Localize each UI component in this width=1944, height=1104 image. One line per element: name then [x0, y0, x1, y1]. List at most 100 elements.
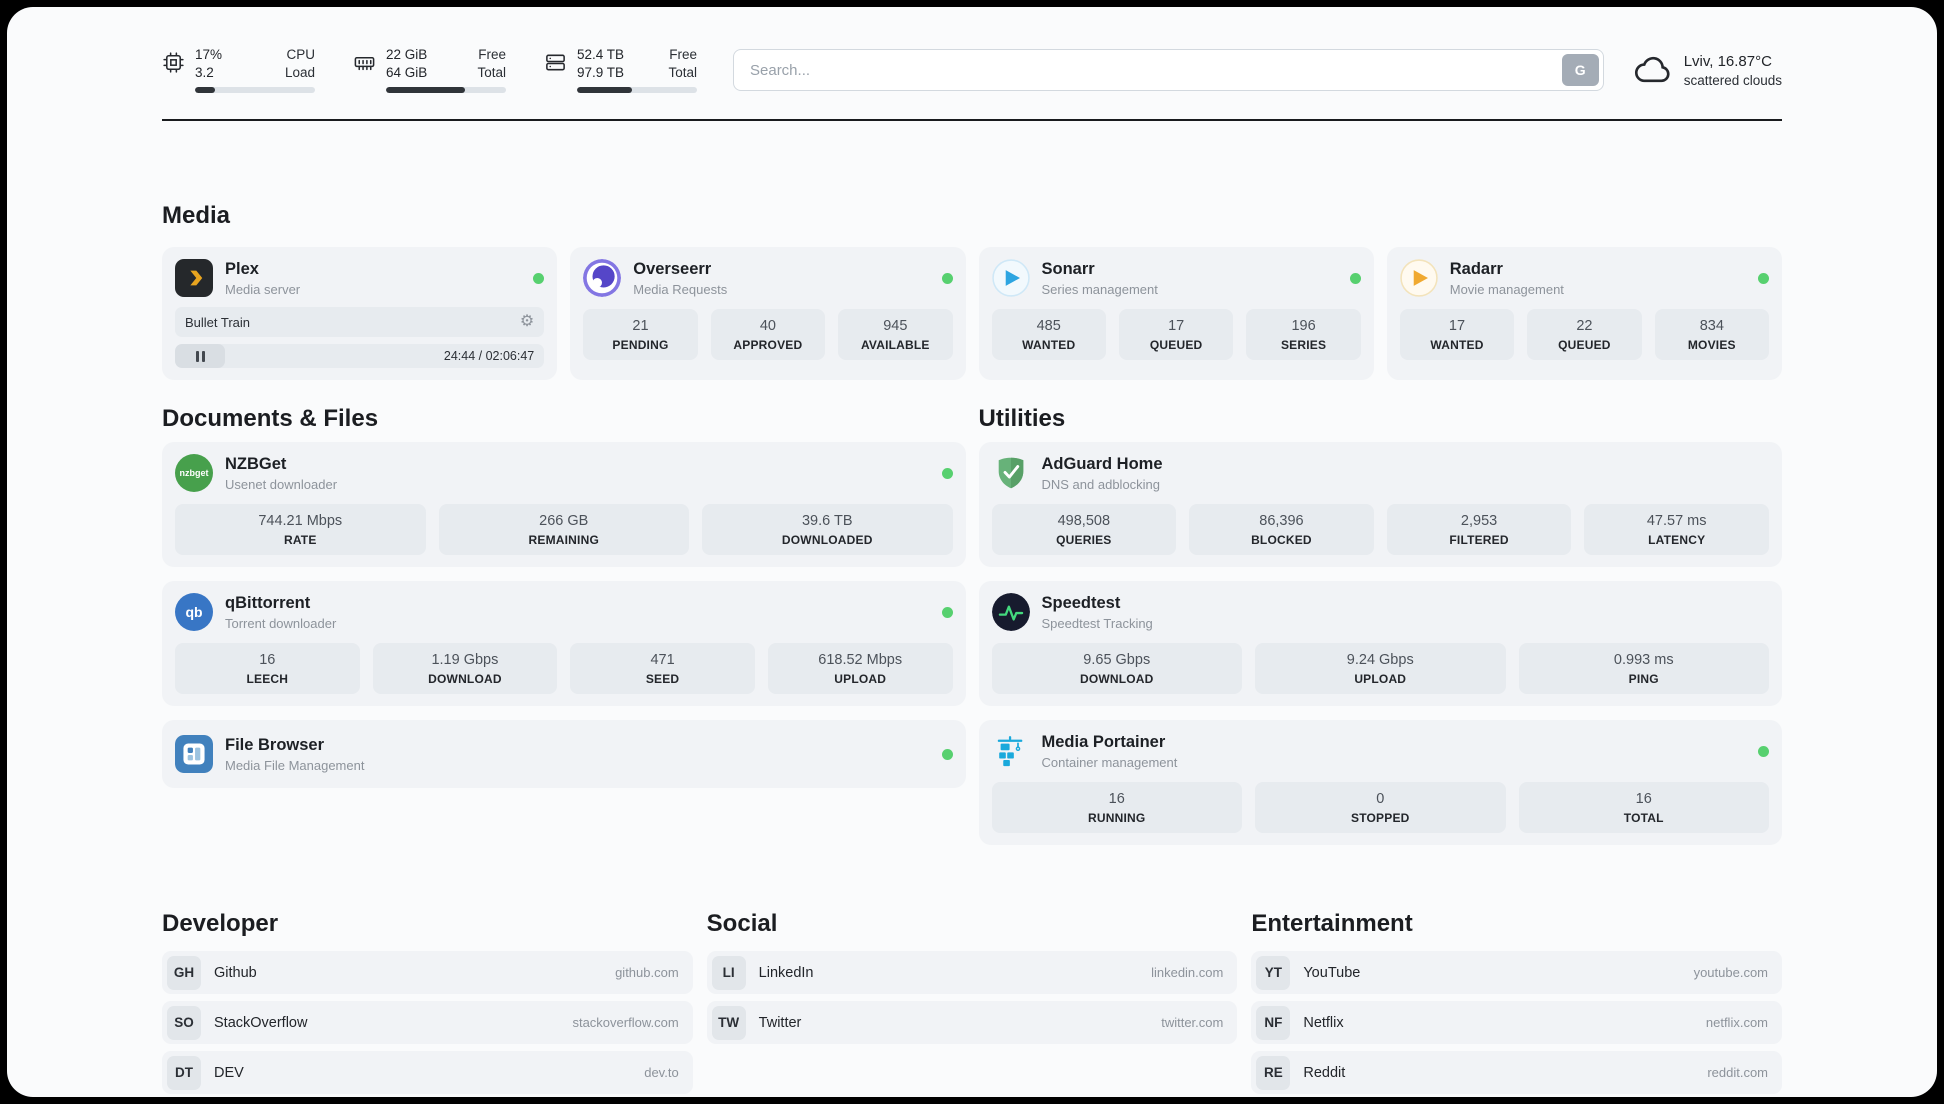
app-name: Speedtest: [1041, 593, 1121, 612]
bookmark-github[interactable]: GH Github github.com: [162, 951, 693, 994]
bookmark-url: twitter.com: [1161, 1015, 1224, 1030]
qbittorrent-logo-text: qb: [185, 604, 203, 620]
bookmark-url: stackoverflow.com: [572, 1015, 679, 1030]
bookmark-url: reddit.com: [1707, 1065, 1769, 1080]
status-dot: [941, 606, 953, 618]
now-playing-title: Bullet Train: [185, 314, 251, 330]
bookmark-stackoverflow[interactable]: SO StackOverflow stackoverflow.com: [162, 1001, 693, 1044]
stat-box: 485 WANTED: [991, 309, 1106, 360]
radarr-card[interactable]: Radarr Movie management 17 WANTED 22 QUE…: [1386, 247, 1782, 380]
status-dot: [941, 748, 953, 760]
stat-box: 86,396 BLOCKED: [1189, 504, 1374, 555]
pause-icon: [195, 350, 199, 362]
filebrowser-card[interactable]: File Browser Media File Management: [162, 720, 966, 788]
bookmark-linkedin[interactable]: LI LinkedIn linkedin.com: [706, 951, 1238, 994]
adguard-card[interactable]: AdGuard Home DNS and adblocking 498,508 …: [978, 442, 1782, 567]
bookmark-youtube[interactable]: YT YouTube youtube.com: [1251, 951, 1783, 994]
bookmark-name: Github: [214, 964, 257, 981]
app-name: Overseerr: [633, 259, 712, 278]
cpu-label: CPU: [286, 47, 315, 62]
sonarr-card[interactable]: Sonarr Series management 485 WANTED 17 Q…: [978, 247, 1374, 380]
top-bar: 17% 3.2 CPU Load: [162, 41, 1782, 99]
player-progress-row[interactable]: 24:44 / 02:06:47: [175, 344, 545, 368]
bookmark-url: youtube.com: [1693, 965, 1769, 980]
stat-box: 9.65 Gbps DOWNLOAD: [991, 643, 1242, 694]
stat-box: 9.24 Gbps UPLOAD: [1255, 643, 1506, 694]
radarr-icon: [1400, 259, 1438, 297]
app-subtitle: DNS and adblocking: [1041, 476, 1161, 492]
stat-value: 17: [1448, 318, 1466, 334]
stat-box: 744.21 Mbps RATE: [175, 504, 426, 555]
memory-icon: [353, 47, 376, 74]
app-name: qBittorrent: [225, 593, 311, 612]
app-name: Sonarr: [1041, 259, 1095, 278]
stat-value: 834: [1699, 318, 1724, 334]
stat-box: 21 PENDING: [583, 309, 698, 360]
weather-location: Lviv, 16.87°C: [1683, 52, 1772, 70]
media-cards-row: Plex Media server Bullet Train ⚙ 24:44 /…: [162, 247, 1782, 380]
entertainment-column: Entertainment YT YouTube youtube.com NF …: [1251, 909, 1783, 1094]
status-dot: [533, 272, 545, 284]
stat-value: 16: [1635, 791, 1652, 807]
section-title-documents: Documents & Files: [162, 405, 379, 432]
stat-box: 945 AVAILABLE: [838, 309, 953, 360]
section-title-media: Media: [162, 202, 231, 229]
search-input[interactable]: [733, 49, 1604, 91]
stat-box: 266 GB REMAINING: [438, 504, 689, 555]
portainer-card[interactable]: Media Portainer Container management 16 …: [978, 720, 1782, 845]
search-engine-button[interactable]: G: [1561, 54, 1599, 86]
stat-label: LATENCY: [1648, 533, 1706, 547]
stat-box: 17 WANTED: [1399, 309, 1515, 360]
section-title-entertainment: Entertainment: [1251, 910, 1413, 937]
memory-progress-bar: [386, 87, 506, 93]
youtube-icon: YT: [1256, 955, 1291, 990]
cpu-icon: [162, 47, 185, 74]
bookmark-url: dev.to: [644, 1065, 679, 1080]
stat-value: 618.52 Mbps: [818, 652, 903, 668]
bookmark-dev[interactable]: DT DEV dev.to: [162, 1051, 693, 1094]
nzbget-card[interactable]: nzbget NZBGet Usenet downloader 744.21 M…: [162, 442, 966, 567]
stat-box: 0 STOPPED: [1255, 782, 1506, 833]
nzbget-logo-text: nzbget: [179, 468, 209, 478]
qbittorrent-icon: qb: [175, 593, 213, 631]
bookmark-reddit[interactable]: RE Reddit reddit.com: [1251, 1051, 1783, 1094]
storage-icon: [544, 47, 567, 74]
bookmark-twitter[interactable]: TW Twitter twitter.com: [706, 1001, 1238, 1044]
memory-progress-fill: [386, 87, 466, 93]
app-subtitle: Media server: [225, 281, 301, 297]
stat-label: TOTAL: [1623, 811, 1664, 825]
bookmark-url: linkedin.com: [1151, 965, 1224, 980]
pause-button[interactable]: [175, 344, 225, 368]
playback-time: 24:44 / 02:06:47: [443, 349, 535, 363]
app-name: Media Portainer: [1041, 732, 1166, 751]
stat-value: 266 GB: [539, 513, 589, 529]
cpu-load-value: 3.2: [195, 65, 214, 80]
memory-total-value: 64 GiB: [386, 65, 428, 80]
stat-value: 485: [1036, 318, 1061, 334]
developer-column: Developer GH Github github.com SO StackO…: [162, 909, 693, 1094]
speedtest-card[interactable]: Speedtest Speedtest Tracking 9.65 Gbps D…: [978, 581, 1782, 706]
plex-card[interactable]: Plex Media server Bullet Train ⚙ 24:44 /…: [162, 247, 558, 380]
weather-condition: scattered clouds: [1683, 72, 1782, 88]
content: 17% 3.2 CPU Load: [162, 7, 1783, 1094]
qbittorrent-card[interactable]: qb qBittorrent Torrent downloader 16 LEE…: [162, 581, 966, 706]
now-playing-row: Bullet Train ⚙: [175, 307, 545, 337]
stat-value: 21: [632, 318, 649, 334]
documents-column: Documents & Files nzbget NZBGet Usenet d…: [162, 404, 966, 845]
memory-total-label: Total: [477, 65, 506, 80]
stat-value: 9.65 Gbps: [1083, 652, 1151, 668]
plex-icon: [175, 259, 213, 297]
bookmark-name: Twitter: [758, 1014, 802, 1031]
bookmark-netflix[interactable]: NF Netflix netflix.com: [1251, 1001, 1783, 1044]
stat-label: MOVIES: [1687, 338, 1736, 352]
cpu-value: 17%: [195, 47, 223, 62]
overseerr-card[interactable]: Overseerr Media Requests 21 PENDING 40 A…: [570, 247, 966, 380]
social-column: Social LI LinkedIn linkedin.com TW Twitt…: [706, 909, 1238, 1094]
stat-value: 0.993 ms: [1613, 652, 1674, 668]
bookmark-name: Reddit: [1303, 1064, 1346, 1081]
cpu-stat: 17% 3.2 CPU Load: [162, 47, 315, 93]
pause-icon: [201, 350, 205, 362]
gear-icon[interactable]: ⚙: [519, 313, 535, 330]
cloud-icon: [1632, 49, 1674, 91]
bookmark-url: github.com: [615, 965, 679, 980]
